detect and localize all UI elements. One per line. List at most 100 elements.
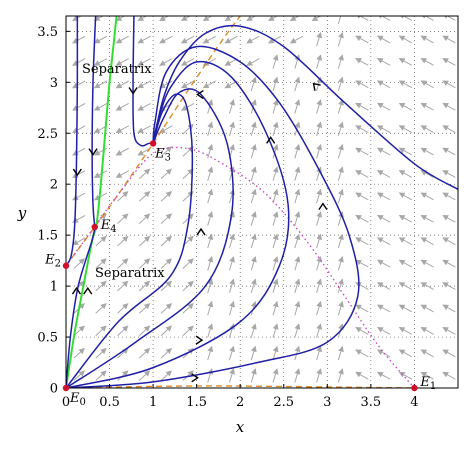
trajectory-arrow-head xyxy=(196,89,204,100)
vector-arrow xyxy=(138,168,151,180)
vector-arrow xyxy=(442,16,456,21)
vector-arrow xyxy=(159,80,173,89)
vector-arrow xyxy=(72,35,86,44)
vector-arrow xyxy=(180,16,191,21)
vector-arrow xyxy=(316,323,323,338)
vector-arrow xyxy=(246,35,260,44)
vector-arrow xyxy=(137,35,151,44)
vector-arrow xyxy=(72,192,86,201)
ticks: 0 0.5 1 1.5 2 2.5 3 3.5 4 0 0.5 1 1.5 2 2.5 3 3.5 xyxy=(37,25,418,410)
vector-arrow xyxy=(272,256,279,271)
vector-arrow xyxy=(420,304,434,313)
vector-arrow xyxy=(294,143,301,159)
vector-arrow xyxy=(115,35,129,44)
vector-arrow xyxy=(420,35,434,44)
vector-arrow xyxy=(398,80,413,89)
vector-arrow xyxy=(355,327,369,335)
vector-arrow xyxy=(442,371,456,380)
vector-arrow xyxy=(95,370,107,381)
vector-arrow xyxy=(316,368,323,383)
vector-arrow xyxy=(272,76,279,92)
vector-arrow xyxy=(294,233,301,249)
trajectory-arrow-head xyxy=(83,286,93,295)
vector-arrow xyxy=(224,35,238,44)
vector-arrow xyxy=(250,211,257,226)
vector-arrow xyxy=(398,237,413,246)
vector-arrow xyxy=(207,188,214,204)
vector-arrow xyxy=(182,280,194,292)
vector-arrow xyxy=(272,211,279,226)
trajectory-arrow xyxy=(195,335,204,345)
y-tick-label: 1.5 xyxy=(37,229,58,244)
vector-arrow xyxy=(182,370,194,381)
vector-arrow xyxy=(316,256,323,271)
vector-arrow xyxy=(137,16,148,21)
vector-arrow xyxy=(316,54,323,69)
vector-arrow xyxy=(355,282,369,290)
vector-arrow xyxy=(160,370,173,381)
vector-arrow xyxy=(294,54,301,69)
x-tick-label: 0.5 xyxy=(99,395,120,410)
vector-arrow xyxy=(207,345,214,361)
vector-arrow xyxy=(228,345,235,361)
vector-arrow xyxy=(294,368,301,383)
vector-arrow xyxy=(115,58,129,66)
vector-arrow xyxy=(398,371,413,380)
series-trajectory-3 xyxy=(66,88,234,388)
vector-arrow xyxy=(376,147,391,156)
vector-arrow xyxy=(228,166,235,181)
series-trajectory-1 xyxy=(66,45,360,388)
trajectory-arrow-head xyxy=(195,335,204,345)
vector-arrow xyxy=(398,214,413,223)
vector-arrow xyxy=(117,258,129,269)
vector-arrow xyxy=(398,349,413,358)
vector-arrow xyxy=(337,256,344,271)
vector-arrow xyxy=(182,123,194,135)
vector-arrow xyxy=(115,170,129,178)
vector-arrow xyxy=(355,80,369,89)
vector-arrow xyxy=(316,211,323,226)
vector-arrow xyxy=(398,170,413,178)
vector-arrow xyxy=(137,80,151,89)
y-tick-label: 2.5 xyxy=(37,127,58,142)
vector-arrow xyxy=(442,349,456,358)
x-tick-label: 2 xyxy=(236,395,244,410)
trajectory-arrow-head xyxy=(312,82,321,91)
vector-arrow xyxy=(138,235,151,247)
vector-arrow xyxy=(272,278,279,293)
vector-arrow xyxy=(250,233,257,249)
vector-arrow xyxy=(95,258,107,269)
vector-arrow xyxy=(117,303,129,314)
vector-arrow xyxy=(294,99,301,114)
vector-arrow xyxy=(442,259,456,268)
trajectory-arrow xyxy=(318,202,328,210)
vector-arrow xyxy=(250,345,257,361)
equilibrium-point xyxy=(62,384,70,392)
vector-arrow xyxy=(355,125,369,134)
series-trajectory-9 xyxy=(66,226,96,388)
vector-arrow xyxy=(138,258,151,269)
trajectory-arrow xyxy=(196,89,204,100)
trajectory-arrows xyxy=(71,82,328,383)
vector-arrow xyxy=(207,233,214,249)
vector-arrow xyxy=(442,102,456,111)
vector-arrow xyxy=(337,233,344,249)
vector-arrow xyxy=(95,347,107,359)
vector-arrow xyxy=(160,325,173,337)
equilibrium-label: E4 xyxy=(100,218,117,235)
vector-field xyxy=(72,16,456,383)
vector-arrow xyxy=(420,237,434,246)
vector-arrow xyxy=(337,278,344,293)
equilibrium-point xyxy=(411,384,418,392)
vector-arrow xyxy=(442,237,456,246)
vector-arrow xyxy=(117,347,129,359)
trajectory-arrow xyxy=(72,168,82,177)
vector-arrow xyxy=(272,345,279,361)
vector-arrow xyxy=(207,300,214,316)
vector-arrow xyxy=(355,214,369,223)
vector-arrow xyxy=(294,188,301,204)
x-tick-label: 3 xyxy=(323,395,331,410)
vector-arrow xyxy=(73,347,85,359)
vector-arrow xyxy=(137,102,151,111)
vector-arrow xyxy=(93,147,108,156)
